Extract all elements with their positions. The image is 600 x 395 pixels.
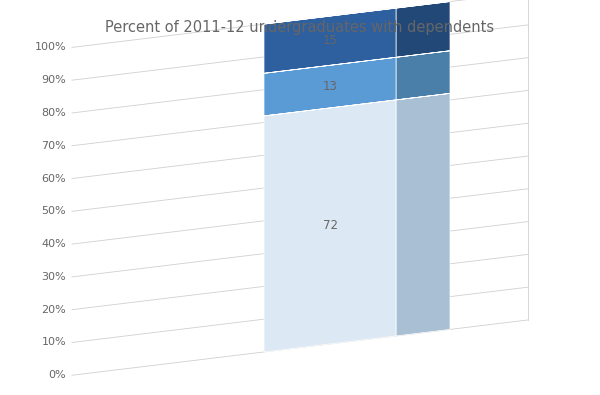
Text: 40%: 40% [41, 239, 66, 249]
Text: 80%: 80% [41, 108, 66, 118]
Text: 15: 15 [323, 34, 337, 47]
Text: 90%: 90% [41, 75, 66, 85]
Polygon shape [264, 51, 450, 73]
Polygon shape [396, 2, 450, 57]
Text: 72: 72 [323, 220, 337, 232]
Text: 50%: 50% [41, 206, 66, 216]
Text: 0%: 0% [49, 370, 66, 380]
Polygon shape [264, 2, 450, 24]
Text: 10%: 10% [41, 337, 66, 348]
Text: 60%: 60% [41, 173, 66, 184]
Polygon shape [264, 57, 396, 116]
Text: 30%: 30% [41, 272, 66, 282]
Polygon shape [264, 8, 396, 73]
Text: 13: 13 [323, 80, 337, 93]
Polygon shape [396, 93, 450, 336]
Text: Percent of 2011-12 undergraduates with dependents: Percent of 2011-12 undergraduates with d… [106, 20, 494, 35]
Text: 20%: 20% [41, 305, 66, 315]
Polygon shape [396, 51, 450, 100]
Polygon shape [264, 100, 396, 352]
Polygon shape [264, 93, 450, 116]
Text: 100%: 100% [34, 42, 66, 53]
Text: 70%: 70% [41, 141, 66, 151]
